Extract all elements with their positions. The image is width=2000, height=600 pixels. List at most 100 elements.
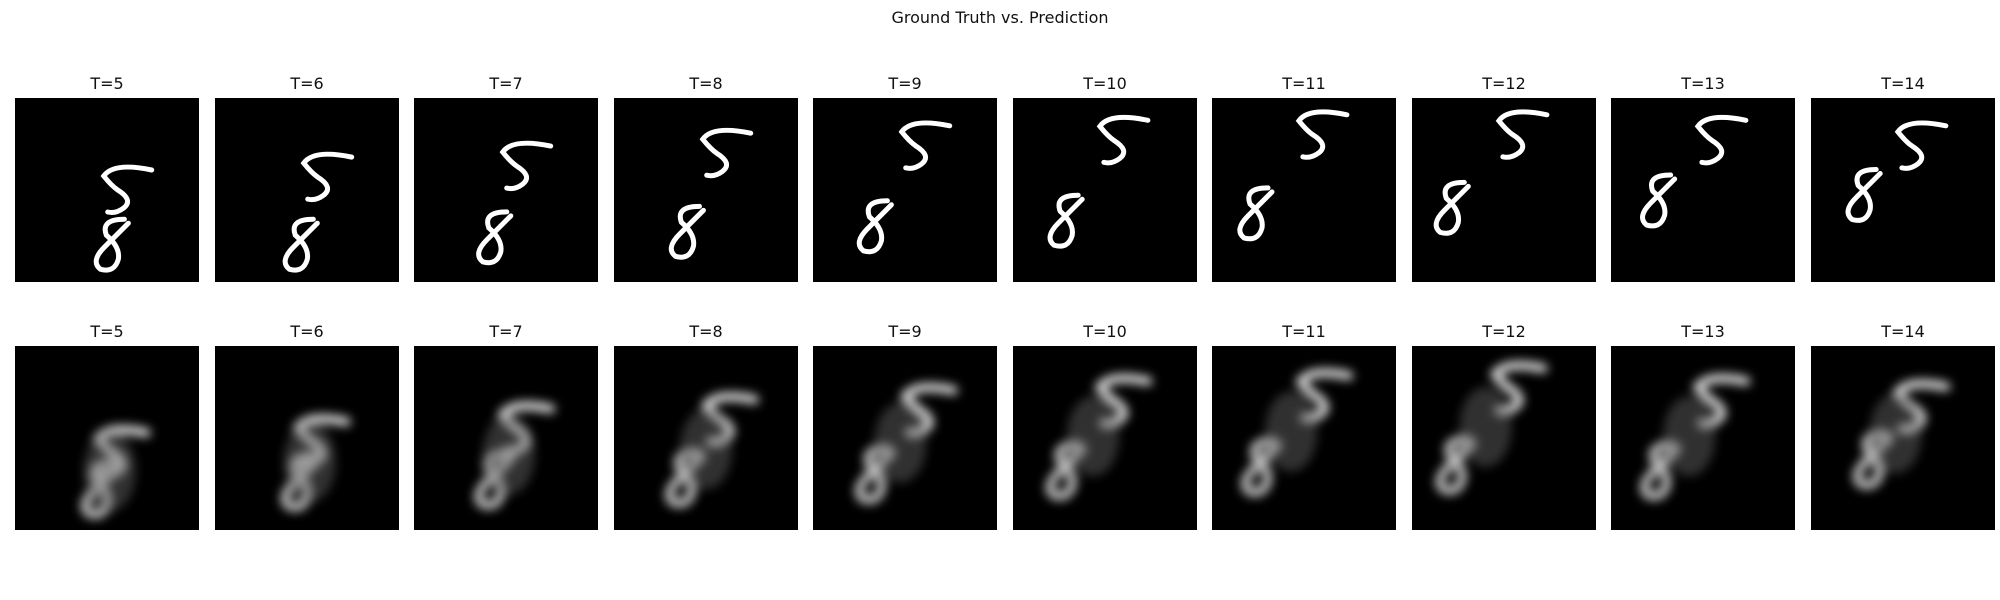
ground-truth-panel: T=8 (614, 74, 798, 314)
digit-five-stroke (699, 127, 754, 179)
prediction-haze (874, 402, 927, 483)
digit-eight-stroke (856, 198, 894, 255)
digit-eight-stroke (1852, 429, 1894, 490)
digit-eight-stroke (664, 447, 707, 508)
frame-label: T=14 (1881, 74, 1925, 93)
ground-truth-frame-image (1611, 98, 1795, 282)
prediction-panel: T=5 (15, 322, 199, 562)
prediction-haze (1067, 396, 1120, 477)
frame-label: T=14 (1881, 322, 1925, 341)
ground-truth-panel: T=5 (15, 74, 199, 314)
prediction-panel: T=14 (1811, 322, 1995, 562)
digit-five-stroke (100, 164, 155, 215)
prediction-haze (283, 421, 336, 502)
ground-truth-frame-image (614, 98, 798, 282)
predicted-frame-image (1611, 346, 1795, 530)
prediction-panel: T=6 (215, 322, 399, 562)
ground-truth-panel: T=7 (414, 74, 598, 314)
prediction-haze (83, 431, 136, 512)
ground-truth-frame-image (1811, 98, 1995, 282)
prediction-panel: T=7 (414, 322, 598, 562)
ground-truth-row: T=5 T=6 T=7 T=8 T=9 T=10 T=11 T=12 T=13 T=14 (15, 74, 1995, 314)
frame-label: T=12 (1482, 74, 1526, 93)
ground-truth-panel: T=6 (215, 74, 399, 314)
digit-eight-stroke (1047, 192, 1085, 249)
ground-truth-panel: T=12 (1412, 74, 1596, 314)
frame-label: T=5 (90, 74, 124, 93)
frame-label: T=7 (489, 322, 523, 341)
ground-truth-frame-image (1212, 98, 1396, 282)
ground-truth-frame-image (1013, 98, 1197, 282)
digit-five-stroke (1495, 109, 1550, 160)
predicted-frame-image (614, 346, 798, 530)
prediction-panel: T=12 (1412, 322, 1596, 562)
prediction-row: T=5 T=6 T=7 T=8 T=9 T=10 T=11 T=12 T=13 T=14 (15, 322, 1995, 562)
frame-label: T=12 (1482, 322, 1526, 341)
ground-truth-frame-image (1412, 98, 1596, 282)
prediction-haze (1265, 391, 1318, 472)
frame-label: T=13 (1681, 74, 1725, 93)
predicted-frame-image (1811, 346, 1995, 530)
ground-truth-frame-image (813, 98, 997, 282)
digit-eight-stroke (1640, 172, 1678, 229)
prediction-haze (1459, 386, 1512, 467)
digit-eight-stroke (476, 209, 514, 266)
digit-eight-stroke (282, 216, 320, 273)
frame-label: T=10 (1083, 322, 1127, 341)
ground-truth-panel: T=14 (1811, 74, 1995, 314)
digit-eight-stroke (1240, 436, 1283, 497)
digit-eight-stroke (668, 203, 706, 260)
digit-eight-stroke (1639, 440, 1682, 501)
prediction-panel: T=9 (813, 322, 997, 562)
frame-label: T=9 (888, 74, 922, 93)
ground-truth-panel: T=13 (1611, 74, 1795, 314)
digit-eight-stroke (93, 216, 131, 273)
prediction-haze (1869, 393, 1922, 474)
digit-eight-stroke (854, 444, 896, 505)
digit-eight-stroke (1435, 435, 1477, 495)
digit-five-stroke (1894, 120, 1949, 171)
frame-label: T=9 (888, 322, 922, 341)
digit-five-stroke (1096, 114, 1151, 166)
ground-truth-panel: T=11 (1212, 74, 1396, 314)
digit-five-stroke (1694, 114, 1749, 166)
digit-five-stroke (898, 120, 953, 171)
frame-label: T=10 (1083, 74, 1127, 93)
frame-label: T=7 (489, 74, 523, 93)
prediction-haze (482, 414, 535, 495)
frame-label: T=8 (689, 322, 723, 341)
digit-eight-stroke (1845, 167, 1883, 223)
ground-truth-frame-image (15, 98, 199, 282)
prediction-panel: T=11 (1212, 322, 1396, 562)
prediction-haze (680, 409, 732, 490)
ground-truth-frame-image (215, 98, 399, 282)
digit-five-stroke (1295, 368, 1354, 423)
digit-five-stroke (300, 151, 355, 203)
frame-label: T=5 (90, 322, 124, 341)
digit-eight-stroke (1237, 185, 1275, 242)
digit-five-stroke (1295, 109, 1350, 160)
prediction-haze (1663, 396, 1716, 477)
predicted-frame-image (1212, 346, 1396, 530)
prediction-panel: T=13 (1611, 322, 1795, 562)
ground-truth-frame-image (414, 98, 598, 282)
frame-label: T=8 (689, 74, 723, 93)
frame-label: T=6 (290, 74, 324, 93)
frame-label: T=11 (1282, 74, 1326, 93)
prediction-panel: T=10 (1013, 322, 1197, 562)
prediction-panel: T=8 (614, 322, 798, 562)
digit-eight-stroke (1433, 179, 1471, 236)
frame-label: T=6 (290, 322, 324, 341)
ground-truth-panel: T=10 (1013, 74, 1197, 314)
predicted-frame-image (813, 346, 997, 530)
predicted-frame-image (215, 346, 399, 530)
predicted-frame-image (1412, 346, 1596, 530)
digit-eight-stroke (1045, 440, 1087, 501)
digit-five-stroke (499, 140, 554, 192)
predicted-frame-image (414, 346, 598, 530)
figure-title: Ground Truth vs. Prediction (891, 8, 1109, 27)
digit-five-stroke (1489, 360, 1548, 416)
frame-label: T=11 (1282, 322, 1326, 341)
frame-label: T=13 (1681, 322, 1725, 341)
ground-truth-panel: T=9 (813, 74, 997, 314)
